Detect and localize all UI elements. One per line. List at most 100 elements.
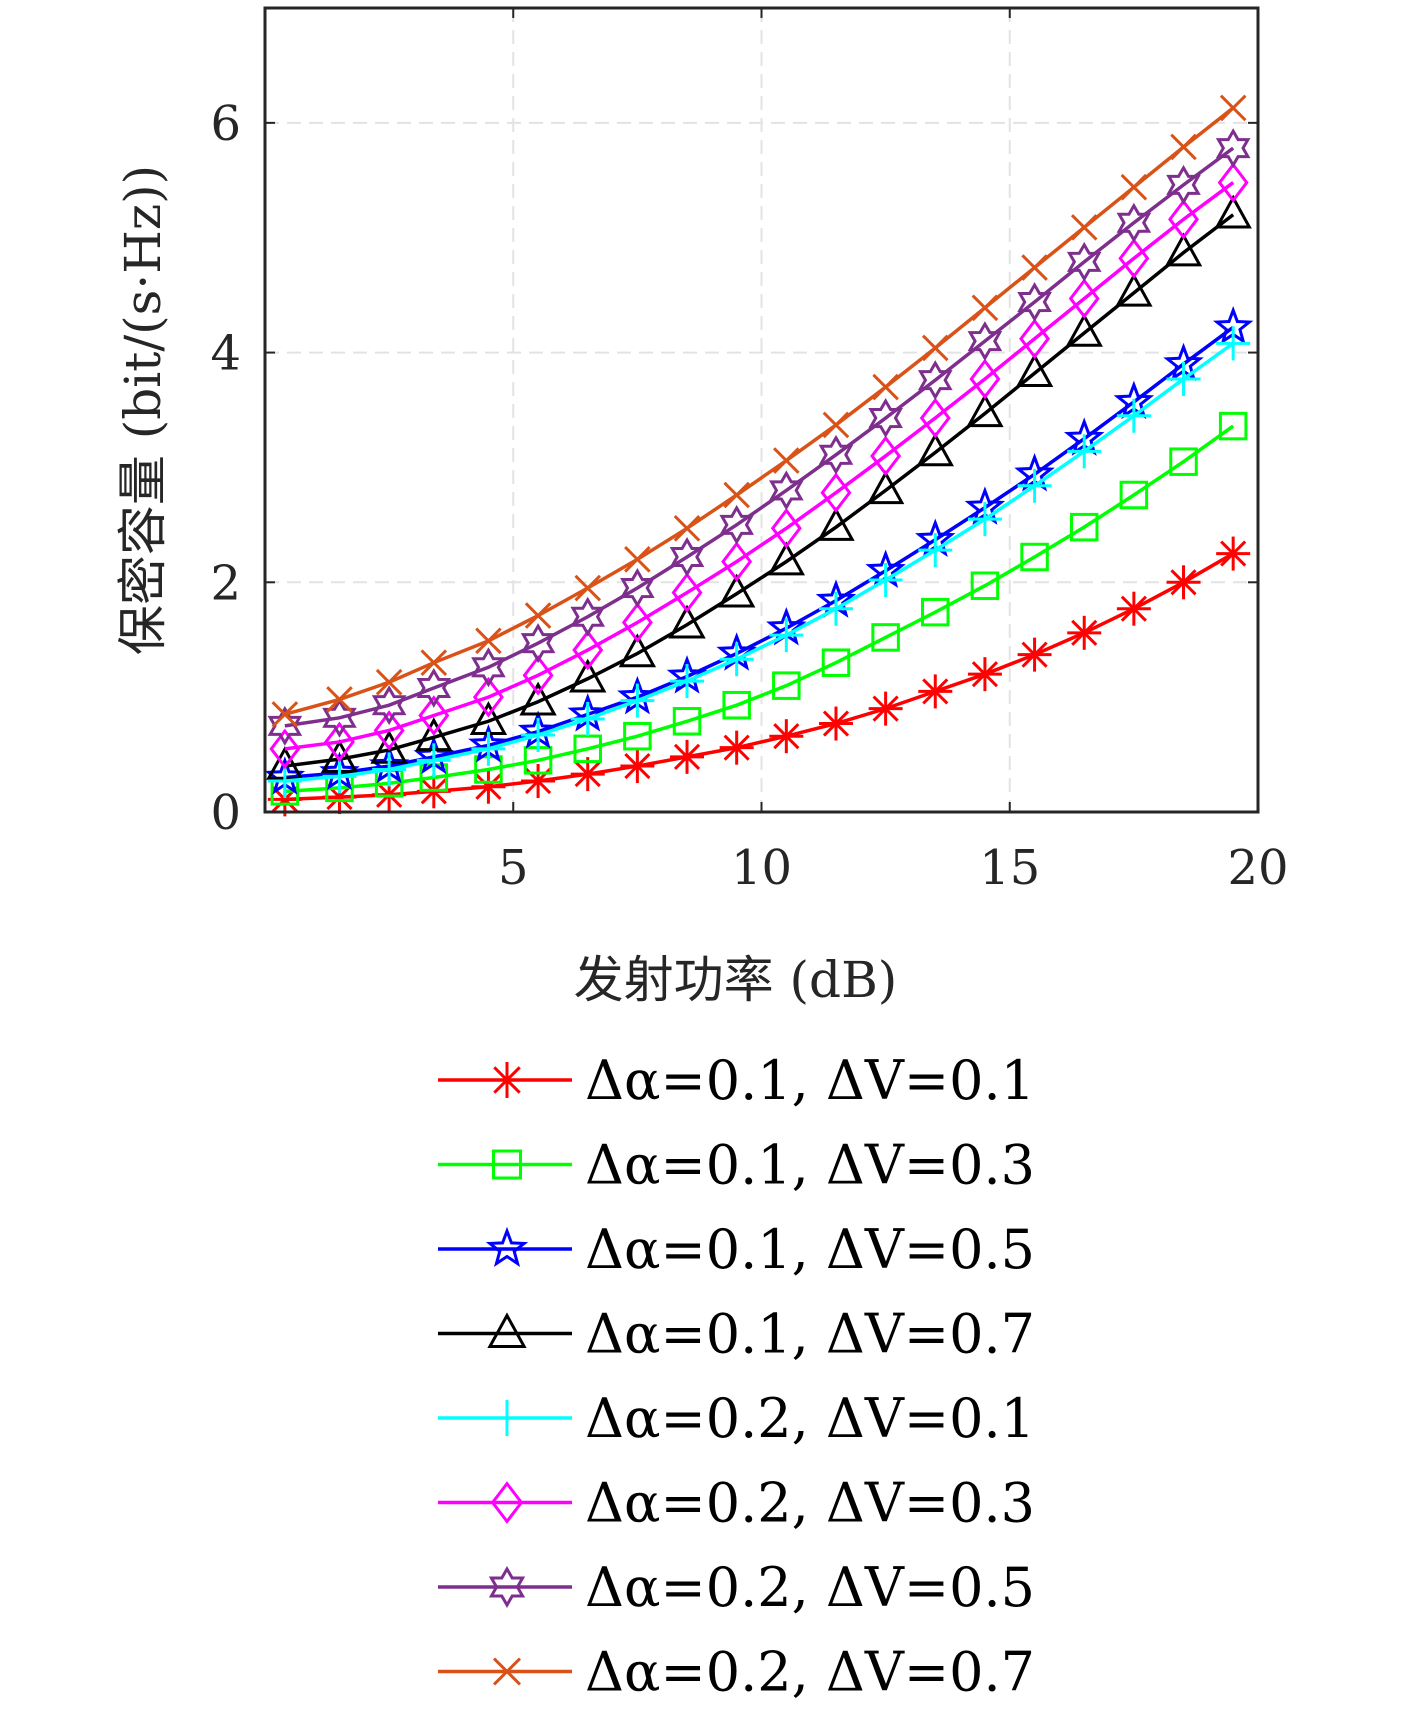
legend-swatch-marker [487,1312,527,1348]
series-3 [264,306,1254,795]
data-point [1116,202,1152,243]
data-point [1166,565,1201,600]
series-7 [267,128,1251,746]
data-point [1019,318,1051,360]
series-8 [271,94,1247,728]
data-point [722,690,751,720]
data-point [866,470,905,505]
data-point [921,597,950,627]
data-point [471,731,506,766]
legend-item: Δα=0.2, ΔV=0.5 [438,1556,1035,1619]
legend-label: Δα=0.2, ΔV=0.5 [585,1556,1035,1619]
data-point [524,602,552,629]
legend-swatch-marker [488,1566,526,1608]
x-tick-label: 20 [1227,840,1288,896]
data-point [323,721,355,763]
legend-swatch-marker [490,1481,524,1524]
data-point [1120,173,1148,201]
data-point [767,541,806,576]
series-layer [264,94,1254,817]
data-point [1168,199,1200,240]
legend-label: Δα=0.1, ΔV=0.3 [585,1134,1035,1197]
data-point [418,695,450,736]
data-point [1116,591,1151,626]
legend-item: Δα=0.1, ΔV=0.1 [438,1049,1035,1112]
data-point [1214,194,1252,229]
data-point [267,705,303,746]
data-point [372,752,407,787]
data-point [271,701,299,728]
data-point [1015,353,1054,387]
data-point [719,504,754,545]
data-point [673,515,701,542]
data-point [620,568,655,609]
legend-label: Δα=0.2, ΔV=0.7 [585,1641,1035,1704]
data-point [618,633,657,668]
legend-item: Δα=0.1, ΔV=0.7 [438,1303,1035,1366]
data-point [570,701,605,736]
data-point [570,596,606,637]
data-point [1017,637,1052,672]
data-point [817,507,855,541]
data-point [375,668,403,696]
legend-label: Δα=0.2, ΔV=0.1 [585,1387,1035,1450]
data-point [919,397,951,439]
series-5 [267,326,1251,798]
data-point [522,654,554,696]
legend-label: Δα=0.1, ΔV=0.1 [585,1049,1035,1112]
data-point [717,573,756,608]
data-point [719,730,754,765]
data-point [1021,254,1048,281]
data-point [416,667,452,708]
data-point [620,683,655,718]
data-point [1216,536,1251,571]
data-point [871,623,900,652]
x-axis-label: 发射功率 (dB) [574,951,898,1009]
data-point [1069,512,1099,542]
series-line [284,325,1235,780]
data-point [322,697,357,738]
legend-item: Δα=0.2, ΔV=0.7 [438,1641,1035,1704]
x-tick-label: 15 [979,840,1040,896]
data-point [818,591,853,626]
data-point [916,432,954,467]
data-point [918,674,953,709]
data-point [1215,128,1251,169]
data-point [769,719,804,754]
data-point [269,728,301,770]
data-point [668,604,706,639]
y-tick-label: 2 [210,555,241,611]
series-line [284,146,1235,728]
data-point [519,681,557,716]
data-point [1166,361,1201,396]
ticks-layer: 5 10 15 20 0 2 4 6 [210,8,1289,896]
data-point [1066,241,1102,282]
data-point [967,321,1003,362]
data-point [1216,326,1251,361]
y-tick-label: 0 [210,785,241,841]
data-point [772,671,801,700]
data-point [267,763,302,798]
y-tick-label: 4 [210,326,241,382]
data-point [868,691,903,726]
x-tick-label: 10 [731,840,792,896]
data-point [623,721,652,751]
data-point [1116,398,1151,433]
data-point [671,572,703,613]
data-point [1067,615,1102,650]
legend-swatch-marker [485,1226,529,1268]
series-line [284,341,1235,783]
data-point [918,533,953,568]
data-point [971,294,999,322]
data-point [471,647,506,688]
legend-label: Δα=0.2, ΔV=0.3 [585,1472,1035,1535]
data-point [326,686,353,713]
data-point [1166,164,1201,205]
data-point [967,657,1002,692]
series-line [284,213,1235,768]
legend-swatch-marker [489,1400,525,1436]
data-point [1068,278,1100,319]
data-point [769,618,804,653]
data-point [1065,312,1103,347]
